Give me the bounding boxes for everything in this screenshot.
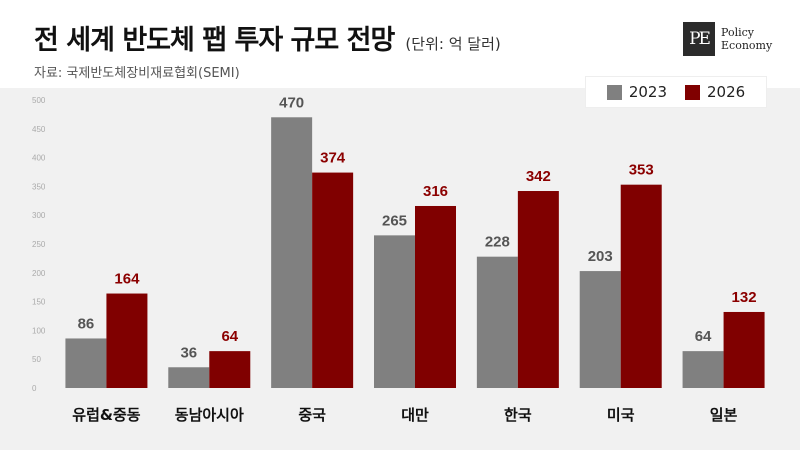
y-tick-label: 500 bbox=[32, 96, 46, 105]
data-label-2026-2: 374 bbox=[320, 150, 346, 167]
legend-swatch-2026 bbox=[685, 84, 700, 100]
data-label-2026-1: 64 bbox=[221, 328, 238, 345]
bar-2023-2 bbox=[271, 117, 313, 388]
legend-item-2026: 2026 bbox=[685, 83, 745, 101]
logo-line-2: Economy bbox=[721, 39, 773, 52]
logo-line-1: Policy bbox=[721, 26, 754, 39]
y-tick-label: 150 bbox=[32, 298, 46, 307]
x-tick-label: 미국 bbox=[607, 406, 635, 424]
bar-2026-1 bbox=[209, 351, 251, 388]
data-label-2023-3: 265 bbox=[382, 212, 407, 229]
data-label-2026-4: 342 bbox=[526, 168, 551, 185]
bar-2026-6 bbox=[723, 311, 765, 388]
y-tick-label: 200 bbox=[32, 269, 46, 278]
title-block: 전 세계 반도체 팹 투자 규모 전망 (단위: 억 달러) bbox=[34, 18, 501, 57]
legend-label-2026: 2026 bbox=[707, 83, 746, 101]
data-label-2023-4: 228 bbox=[485, 234, 510, 251]
data-label-2023-5: 203 bbox=[588, 248, 613, 265]
y-tick-label: 50 bbox=[32, 355, 41, 364]
bar-2023-6 bbox=[682, 351, 724, 388]
x-tick-label: 동남아시아 bbox=[175, 406, 244, 424]
x-tick-label: 한국 bbox=[504, 406, 532, 424]
y-tick-label: 0 bbox=[32, 384, 37, 393]
bar-2026-2 bbox=[312, 172, 354, 388]
y-tick-label: 300 bbox=[32, 211, 46, 220]
legend-item-2023: 2023 bbox=[606, 83, 667, 101]
bar-2023-5 bbox=[579, 271, 621, 388]
bar-2026-5 bbox=[620, 184, 662, 388]
bar-2023-4 bbox=[476, 256, 518, 388]
x-tick-label: 대만 bbox=[401, 406, 429, 424]
legend-label-2023: 2023 bbox=[628, 83, 667, 101]
data-label-2026-3: 316 bbox=[423, 183, 448, 200]
bar-2023-3 bbox=[374, 235, 415, 388]
data-label-2026-0: 164 bbox=[114, 271, 140, 288]
x-tick-label: 일본 bbox=[710, 406, 738, 424]
x-tick-label: 중국 bbox=[298, 406, 326, 424]
data-label-2026-5: 353 bbox=[629, 162, 654, 179]
logo-mark: PE bbox=[683, 22, 715, 56]
data-label-2023-0: 86 bbox=[78, 315, 95, 332]
bar-2026-3 bbox=[415, 205, 456, 388]
y-tick-label: 250 bbox=[32, 240, 46, 249]
data-label-2023-1: 36 bbox=[180, 344, 197, 361]
bar-2023-0 bbox=[65, 338, 107, 388]
y-tick-label: 350 bbox=[32, 182, 46, 191]
unit-label: (단위: 억 달러) bbox=[405, 35, 501, 53]
bar-2026-0 bbox=[106, 293, 148, 388]
brand-logo: PE Policy Economy bbox=[683, 22, 772, 56]
y-tick-label: 400 bbox=[32, 154, 46, 163]
legend: 2023 2026 bbox=[586, 77, 766, 107]
chart-title: 전 세계 반도체 팹 투자 규모 전망 bbox=[34, 25, 395, 56]
y-tick-label: 450 bbox=[32, 125, 46, 134]
source-note: 자료: 국제반도체장비재료협회(SEMI) bbox=[34, 66, 240, 81]
bar-2026-4 bbox=[517, 191, 559, 388]
logo-text: Policy Economy bbox=[721, 26, 772, 52]
bar-2023-1 bbox=[168, 367, 210, 388]
legend-swatch-2023 bbox=[606, 84, 622, 100]
data-label-2023-2: 470 bbox=[279, 94, 304, 111]
data-label-2023-6: 64 bbox=[695, 328, 712, 345]
x-tick-label: 유럽&중동 bbox=[72, 406, 140, 424]
y-tick-label: 100 bbox=[32, 326, 46, 335]
data-label-2026-6: 132 bbox=[732, 289, 757, 306]
